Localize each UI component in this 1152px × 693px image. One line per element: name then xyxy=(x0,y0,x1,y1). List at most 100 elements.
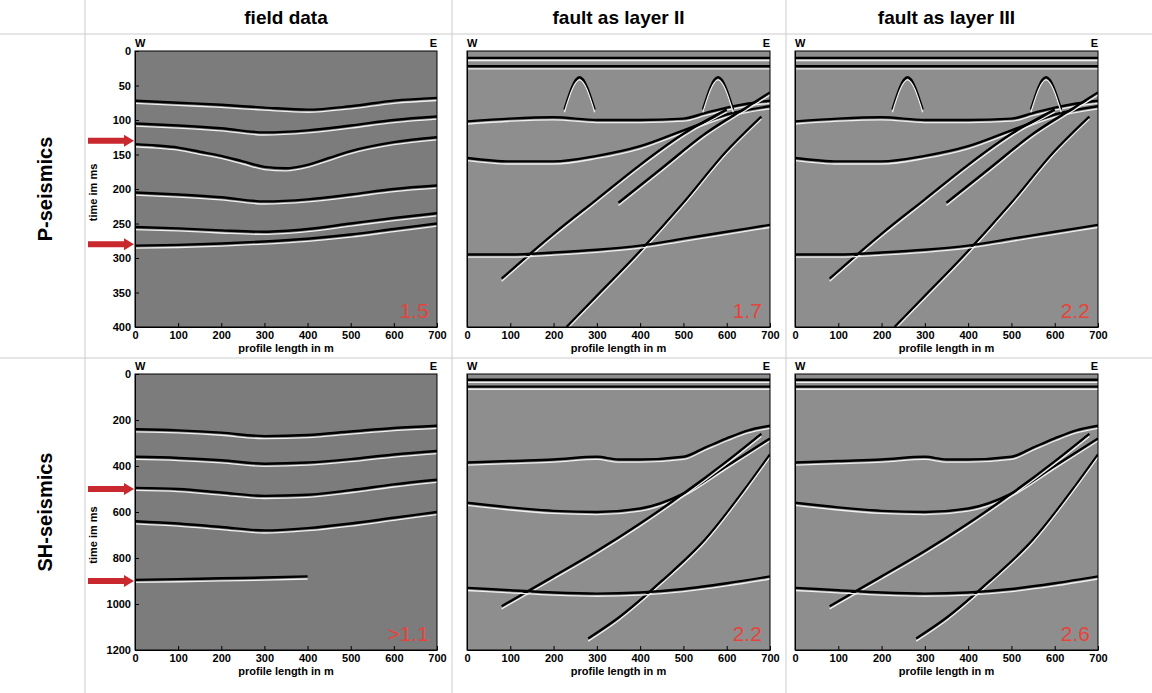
x-tick: 500 xyxy=(342,323,360,341)
row-head: SH-seismics xyxy=(34,453,56,572)
y-tick-label: 400 xyxy=(113,321,131,333)
x-tick-label: 400 xyxy=(299,652,317,664)
x-tick-mark xyxy=(925,323,926,327)
x-tick: 600 xyxy=(718,323,736,341)
plot-frame xyxy=(135,51,437,327)
annotation-patch xyxy=(1058,621,1093,646)
row-separator xyxy=(0,34,1152,35)
x-tick: 600 xyxy=(718,646,736,664)
x-tick-mark xyxy=(838,646,839,650)
x-tick-label: 300 xyxy=(588,652,606,664)
x-tick-mark xyxy=(640,323,641,327)
y-tick: 200 xyxy=(113,414,139,426)
y-tick-mark xyxy=(135,258,139,259)
panel: 0100200300400500600700020040060080010001… xyxy=(87,360,447,677)
x-tick-label: 300 xyxy=(916,652,934,664)
x-tick: 200 xyxy=(873,646,891,664)
x-tick-mark xyxy=(838,323,839,327)
reflector-side-lobe xyxy=(135,428,437,438)
x-tick-mark xyxy=(221,323,222,327)
x-tick-label: 700 xyxy=(761,652,779,664)
arrow xyxy=(88,238,134,250)
column-head: fault as layer II xyxy=(552,7,684,28)
reflector xyxy=(703,77,733,109)
x-tick: 400 xyxy=(631,323,649,341)
y-tick-label: 150 xyxy=(113,149,131,161)
x-tick-mark xyxy=(882,646,883,650)
column-head: field data xyxy=(244,7,328,28)
y-tick-label: 200 xyxy=(113,414,131,426)
column-head: fault as layer III xyxy=(878,7,1015,28)
x-tick-mark xyxy=(308,323,309,327)
reflector xyxy=(135,117,437,133)
reflector-side-lobe xyxy=(135,482,437,498)
x-tick-mark xyxy=(968,646,969,650)
x-axis-title: profile length in m xyxy=(571,665,667,677)
x-tick-mark xyxy=(640,646,641,650)
y-tick-mark xyxy=(135,224,139,225)
panel: 0100200300400500600700WEprofile length i… xyxy=(792,37,1107,354)
reflector xyxy=(588,455,770,639)
annotation: >1.1 xyxy=(388,622,429,645)
x-tick-label: 200 xyxy=(213,652,231,664)
x-tick: 600 xyxy=(1046,323,1064,341)
y-tick-mark xyxy=(135,155,139,156)
y-tick-label: 0 xyxy=(125,368,131,380)
x-tick-label: 0 xyxy=(132,652,138,664)
reflector-side-lobe xyxy=(895,119,1090,327)
x-tick-label: 300 xyxy=(256,652,274,664)
x-tick: 700 xyxy=(428,323,446,341)
direction-label: E xyxy=(1091,360,1098,372)
row-separator xyxy=(0,358,1152,359)
reflector xyxy=(795,438,1098,512)
y-tick-mark xyxy=(135,374,139,375)
y-tick-label: 600 xyxy=(113,506,131,518)
column-separator xyxy=(85,0,86,693)
arrow xyxy=(88,483,134,495)
x-tick-label: 100 xyxy=(830,329,848,341)
reflector xyxy=(467,576,770,593)
x-tick-label: 0 xyxy=(464,329,470,341)
x-tick-mark xyxy=(437,646,438,650)
x-tick: 200 xyxy=(545,646,563,664)
y-axis: 050100150200250300350400 xyxy=(113,45,139,333)
x-tick: 200 xyxy=(213,646,231,664)
y-tick-mark xyxy=(135,650,139,651)
x-axis: 0100200300400500600700 xyxy=(464,323,779,341)
reflector xyxy=(1031,77,1061,109)
x-axis: 0100200300400500600700 xyxy=(792,646,1107,664)
plot-background xyxy=(135,51,437,327)
reflector-side-lobe xyxy=(795,60,1098,61)
panel: 0100200300400500600700WEprofile length i… xyxy=(464,360,779,677)
x-axis: 0100200300400500600700 xyxy=(792,323,1107,341)
y-tick-label: 250 xyxy=(113,218,131,230)
x-tick: 100 xyxy=(502,646,520,664)
x-tick-label: 200 xyxy=(873,329,891,341)
x-tick-mark xyxy=(437,323,438,327)
x-tick-mark xyxy=(1098,323,1099,327)
x-tick-label: 400 xyxy=(959,329,977,341)
reflector xyxy=(467,385,770,387)
x-tick: 700 xyxy=(428,646,446,664)
x-tick-mark xyxy=(727,323,728,327)
x-tick: 500 xyxy=(1003,323,1021,341)
y-tick-mark xyxy=(135,420,139,421)
x-tick-label: 500 xyxy=(1003,652,1021,664)
reflector-side-lobe xyxy=(467,60,770,61)
y-tick-mark xyxy=(135,51,139,52)
arrows xyxy=(88,483,134,587)
annotation: 2.2 xyxy=(733,622,762,645)
x-tick-label: 100 xyxy=(169,652,187,664)
y-axis-title: time im ms xyxy=(87,506,99,563)
x-tick-label: 600 xyxy=(718,329,736,341)
x-tick-mark xyxy=(221,646,222,650)
x-tick: 300 xyxy=(916,323,934,341)
x-tick-mark xyxy=(554,646,555,650)
x-tick-mark xyxy=(882,323,883,327)
plot-frame xyxy=(467,51,770,327)
reflector-side-lobe xyxy=(135,454,437,467)
y-tick-mark xyxy=(135,604,139,605)
x-tick-label: 200 xyxy=(545,652,563,664)
x-tick-mark xyxy=(351,323,352,327)
plot-background xyxy=(795,51,1098,327)
